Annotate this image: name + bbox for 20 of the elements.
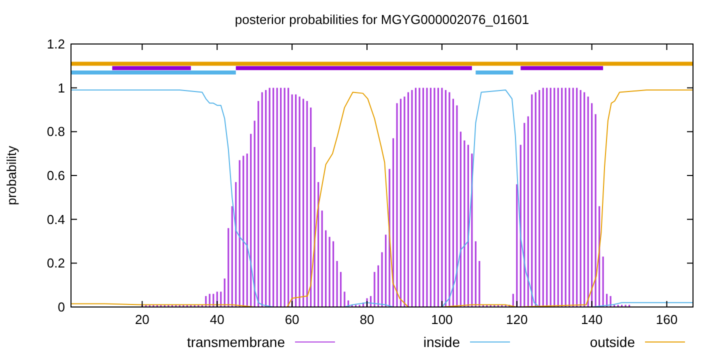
x-tick-label: 120 — [506, 312, 528, 327]
x-tick-label: 140 — [580, 312, 603, 327]
legend-label: transmembrane — [186, 334, 286, 350]
y-tick-label: 0 — [58, 300, 65, 315]
chart-title: posterior probabilities for MGYG000002076_01601 — [234, 12, 530, 27]
legend-label: outside — [590, 334, 636, 350]
y-tick-label: 0.2 — [46, 256, 65, 271]
y-tick-label: 1 — [58, 80, 65, 96]
y-axis-title: probability — [4, 145, 19, 206]
x-tick-label: 20 — [134, 312, 150, 327]
y-tick-label: 0.8 — [46, 124, 65, 140]
x-tick-label: 40 — [210, 312, 224, 327]
y-tick-label: 1.2 — [46, 36, 65, 52]
x-tick-label: 160 — [656, 312, 678, 327]
x-tick-label: 100 — [431, 312, 453, 327]
legend-label: inside — [423, 334, 460, 350]
x-tick-label: 80 — [360, 312, 374, 327]
y-tick-label: 0.6 — [46, 168, 65, 184]
x-tick-label: 60 — [284, 312, 300, 327]
y-tick-label: 0.4 — [46, 212, 65, 227]
